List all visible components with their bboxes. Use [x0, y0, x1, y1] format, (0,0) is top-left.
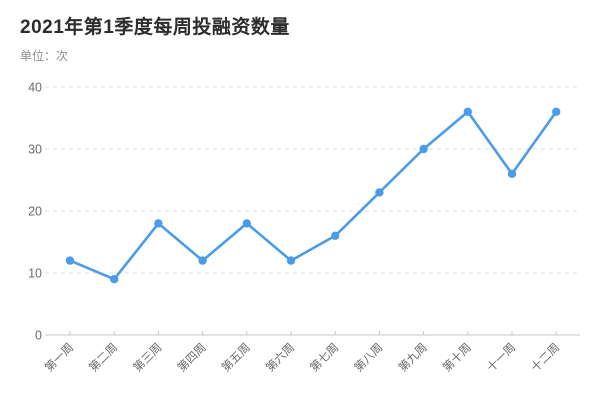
- data-point-第六周[interactable]: [286, 256, 296, 265]
- data-point-第七周[interactable]: [331, 231, 340, 240]
- x-axis-label: 第八周: [351, 340, 385, 374]
- data-point-第十周[interactable]: [463, 107, 472, 117]
- x-axis-label: 第九周: [395, 340, 429, 374]
- data-point-第四周[interactable]: [198, 256, 207, 265]
- data-point-第八周[interactable]: [375, 188, 384, 197]
- y-axis-label: 20: [28, 205, 42, 219]
- y-axis-label: 30: [28, 143, 42, 157]
- series-line: [68, 110, 558, 281]
- data-point-第三周[interactable]: [154, 219, 163, 228]
- x-axis-label: 十二周: [528, 340, 562, 374]
- y-axis-label: 40: [28, 81, 42, 95]
- data-point-十一周[interactable]: [507, 169, 517, 178]
- x-axis-label: 第七周: [307, 340, 341, 374]
- x-axis-label: 十一周: [484, 340, 518, 374]
- x-axis-label: 第二周: [86, 340, 120, 374]
- data-point-第九周[interactable]: [419, 144, 428, 154]
- chart-unit-label: 单位：次: [20, 49, 69, 63]
- data-point-十二周[interactable]: [552, 107, 561, 117]
- x-axis-label: 第三周: [130, 340, 164, 374]
- data-point-第一周[interactable]: [65, 256, 75, 265]
- x-axis-label: 第五周: [219, 340, 253, 374]
- chart-title: 2021年第1季度每周投融资数量: [20, 17, 290, 38]
- x-axis-label: 第六周: [263, 340, 297, 374]
- y-axis-label: 10: [28, 267, 42, 281]
- x-axis-label: 第一周: [42, 340, 76, 374]
- x-axis-label: 第四周: [174, 340, 208, 374]
- data-point-第五周[interactable]: [242, 219, 251, 228]
- x-axis-label: 第十周: [440, 340, 474, 374]
- data-point-第二周[interactable]: [110, 275, 119, 284]
- y-axis-label: 0: [35, 329, 42, 343]
